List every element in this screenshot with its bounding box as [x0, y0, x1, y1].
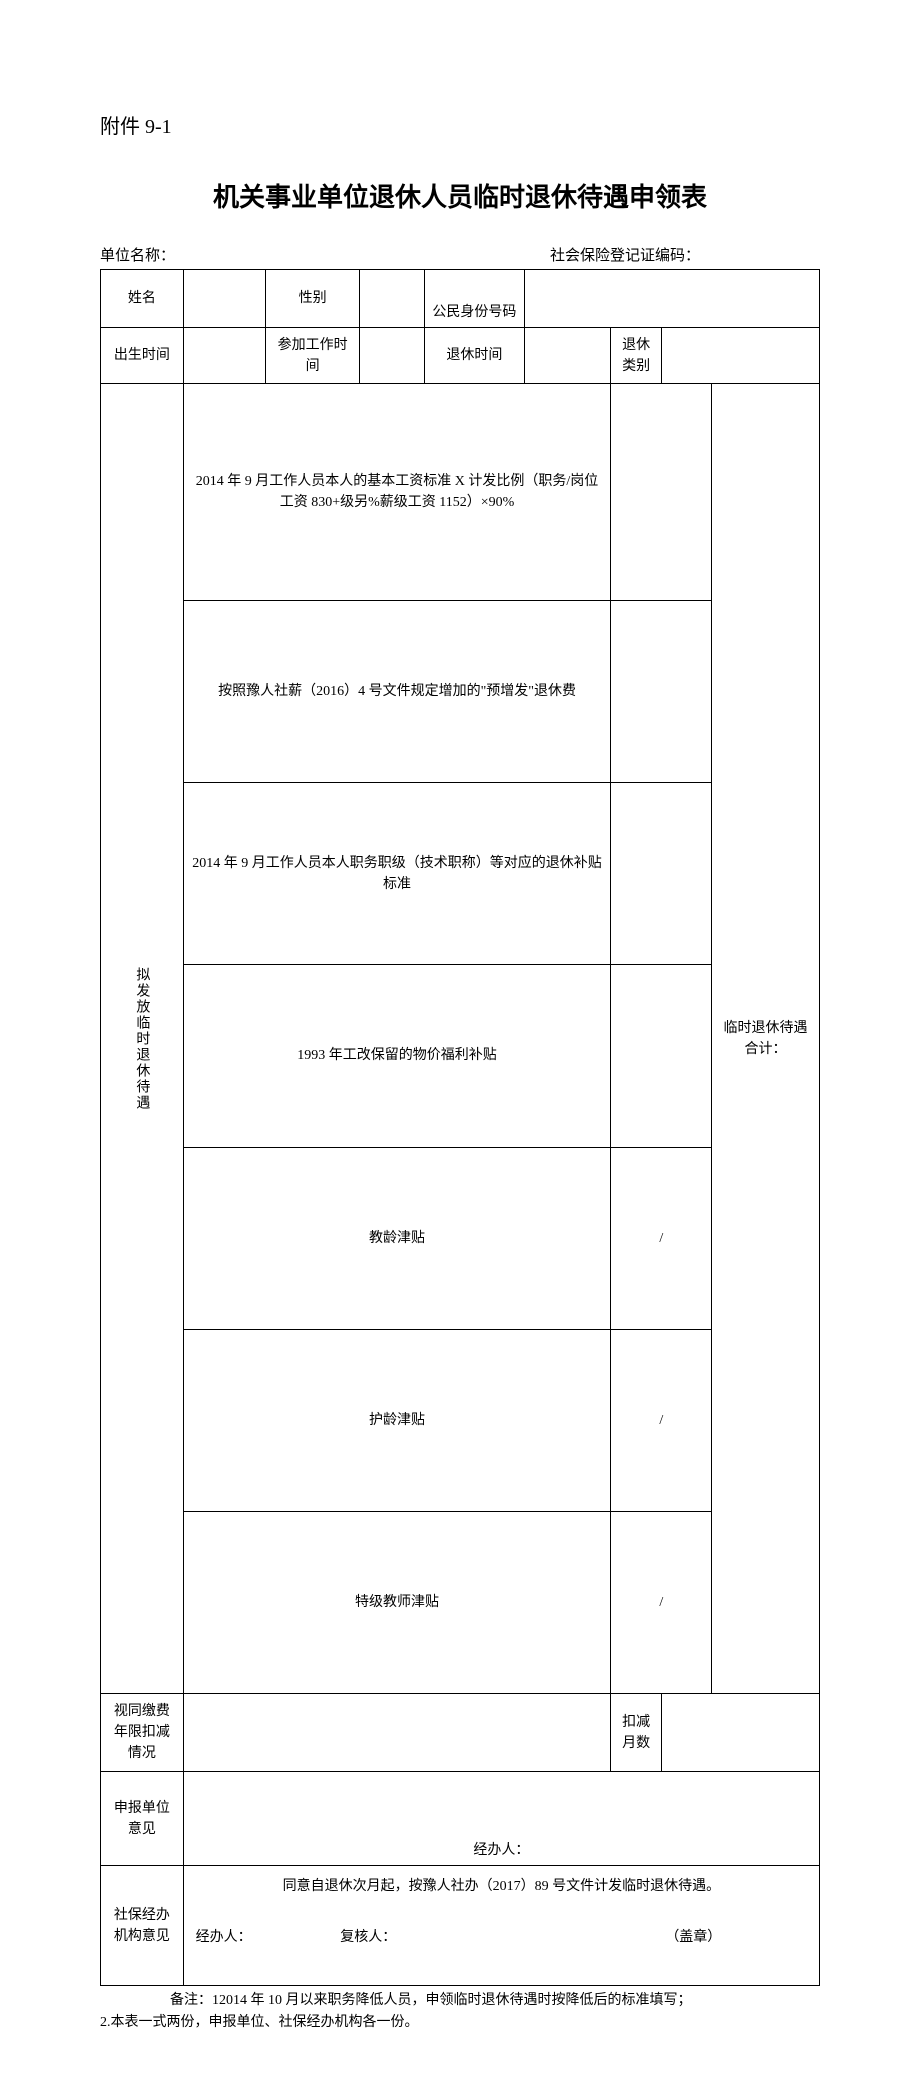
value-deduct-months [661, 1694, 819, 1772]
value-deemed-years [183, 1694, 611, 1772]
reviewer-label: 复核人： [340, 1927, 575, 1948]
value-id-number [525, 270, 820, 328]
label-unit-opinion: 申报单位意见 [101, 1772, 184, 1866]
note-2: 2.本表一式两份，申报单位、社保经办机构各一份。 [100, 2012, 820, 2034]
value-birth-date [183, 328, 266, 384]
handler-label-1: 经办人： [473, 1843, 529, 1858]
unit-name-label: 单位名称： [100, 244, 175, 265]
value-gender [359, 270, 424, 328]
value-work-start [359, 328, 424, 384]
calc-row-2: 按照豫人社薪（2016）4 号文件规定增加的"预增发"退休费 [183, 601, 611, 783]
calc-row-5: 教龄津贴 [183, 1147, 611, 1329]
value-row-1 [611, 384, 712, 601]
label-retire-type: 退休类别 [611, 328, 661, 384]
calc-row-6: 护龄津贴 [183, 1329, 611, 1511]
attachment-label: 附件 9-1 [100, 110, 820, 139]
value-row-2 [611, 601, 712, 783]
handler-label-2: 经办人： [192, 1927, 341, 1948]
calc-row-4: 1993 年工改保留的物价福利补贴 [183, 965, 611, 1147]
value-row-7: / [611, 1511, 712, 1693]
label-id-number: 公民身份号码 [424, 270, 525, 328]
application-form-table: 姓名 性别 公民身份号码 出生时间 参加工作时间 退休时间 退休类别 拟发放临时… [100, 269, 820, 1986]
social-opinion-text: 同意自退休次月起，按豫人社办（2017）89 号文件计发临时退休待遇。 [192, 1866, 811, 1897]
label-deduct-months: 扣减月数 [611, 1694, 661, 1772]
calc-row-1: 2014 年 9 月工作人员本人的基本工资标准 X 计发比例（职务/岗位工资 8… [183, 384, 611, 601]
value-retire-type [661, 328, 819, 384]
note-1: 备注：12014 年 10 月以来职务降低人员，申领临时退休待遇时按降低后的标准… [100, 1990, 820, 2012]
value-retire-date [525, 328, 611, 384]
calc-row-7: 特级教师津贴 [183, 1511, 611, 1693]
page-title: 机关事业单位退休人员临时退休待遇申领表 [100, 177, 820, 214]
label-name: 姓名 [101, 270, 184, 328]
value-row-5: / [611, 1147, 712, 1329]
label-work-start: 参加工作时间 [266, 328, 359, 384]
label-retire-date: 退休时间 [424, 328, 525, 384]
value-name [183, 270, 266, 328]
header-row: 单位名称： 社会保险登记证编码： [100, 244, 820, 265]
label-birth-date: 出生时间 [101, 328, 184, 384]
calc-row-3: 2014 年 9 月工作人员本人职务职级（技术职称）等对应的退休补贴标准 [183, 783, 611, 965]
value-unit-opinion: 经办人： [183, 1772, 819, 1866]
value-row-6: / [611, 1329, 712, 1511]
value-social-opinion: 同意自退休次月起，按豫人社办（2017）89 号文件计发临时退休待遇。 经办人：… [183, 1866, 819, 1986]
label-total: 临时退休待遇合计： [712, 384, 820, 1694]
label-gender: 性别 [266, 270, 359, 328]
social-code-label: 社会保险登记证编码： [550, 244, 700, 265]
label-social-opinion: 社保经办机构意见 [101, 1866, 184, 1986]
label-deemed-years: 视同缴费年限扣减情况 [101, 1694, 184, 1772]
value-row-4 [611, 965, 712, 1147]
seal-label: （盖章） [576, 1927, 811, 1948]
notes-section: 备注：12014 年 10 月以来职务降低人员，申领临时退休待遇时按降低后的标准… [100, 1990, 820, 2035]
value-row-3 [611, 783, 712, 965]
label-pending-treatment: 拟发放临时退休待遇 [101, 384, 184, 1694]
